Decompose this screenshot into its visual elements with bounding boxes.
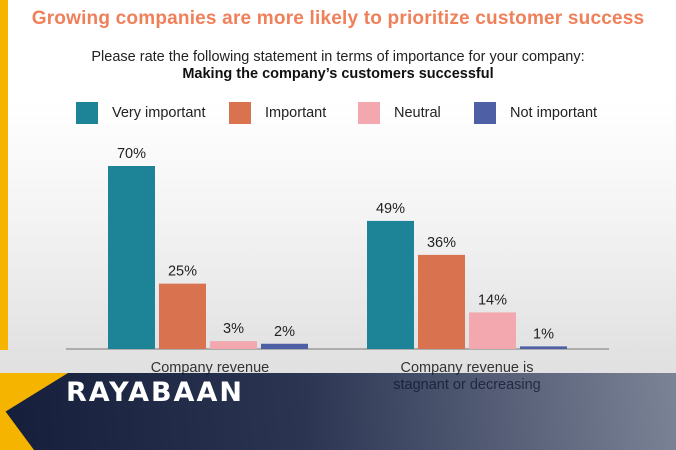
legend-swatch (358, 102, 380, 124)
left-accent-strip (0, 0, 8, 350)
data-label: 3% (223, 321, 244, 337)
bar (210, 341, 257, 349)
data-label: 2% (274, 324, 295, 340)
bar (159, 283, 206, 349)
chart-title: Growing companies are more likely to pri… (31, 8, 645, 29)
legend-swatch (76, 102, 98, 124)
bar (469, 312, 516, 349)
legend-item-neutral: Neutral (358, 100, 441, 126)
category-label: Company revenue is (401, 360, 534, 376)
data-label: 1% (533, 326, 554, 342)
legend-label: Not important (510, 105, 598, 121)
legend-label: Very important (112, 105, 206, 121)
bar (261, 343, 308, 349)
brand-accent-shape (0, 404, 34, 450)
data-label: 25% (168, 264, 197, 280)
chart-question: Making the company’s customers successfu… (182, 66, 494, 82)
brand-banner (0, 373, 676, 450)
legend-item-not-important: Not important (474, 100, 597, 126)
legend-item-very-important: Very important (76, 100, 206, 126)
bar (108, 166, 155, 349)
legend-label: Neutral (394, 105, 441, 121)
legend: Very important Important Neutral Not imp… (0, 100, 676, 130)
bar (418, 254, 465, 349)
category-label: Company revenue (151, 360, 270, 376)
data-label: 70% (117, 146, 146, 162)
legend-swatch (229, 102, 251, 124)
brand-logo-text: RAYABAAN (66, 377, 244, 408)
data-label: 14% (478, 292, 507, 308)
bar (520, 346, 567, 349)
data-label: 49% (376, 201, 405, 217)
legend-swatch (474, 102, 496, 124)
legend-label: Important (265, 105, 327, 121)
bar (367, 220, 414, 349)
data-label: 36% (427, 235, 456, 251)
legend-item-important: Important (229, 100, 326, 126)
chart-subtitle: Please rate the following statement in t… (91, 49, 585, 65)
